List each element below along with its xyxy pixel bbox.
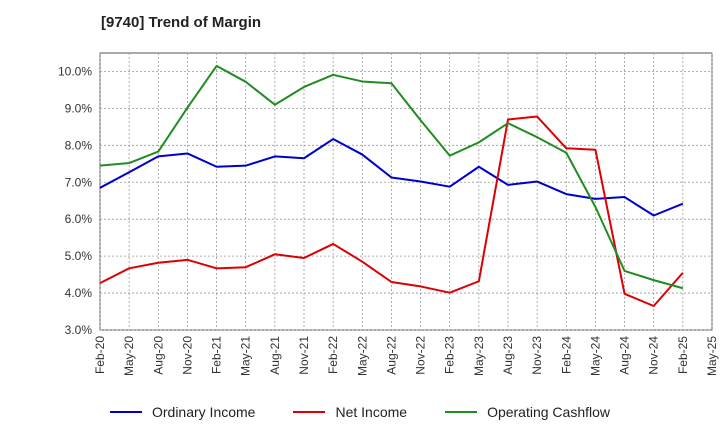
y-tick-label: 3.0% xyxy=(65,323,93,337)
series-line-operating-cashflow xyxy=(99,64,684,290)
y-tick-label: 8.0% xyxy=(65,138,93,152)
y-tick-label: 10.0% xyxy=(58,64,92,78)
x-tick-label: Feb-21 xyxy=(210,336,224,374)
chart-title: [9740] Trend of Margin xyxy=(101,14,262,31)
x-tick-label: Nov-20 xyxy=(180,336,194,375)
x-tick-label: Feb-25 xyxy=(676,336,690,374)
plot-frame xyxy=(99,52,713,331)
x-tick-label: May-20 xyxy=(122,336,136,376)
y-tick-label: 6.0% xyxy=(65,212,93,226)
series-line-net-income xyxy=(99,115,684,307)
x-tick-label: Aug-23 xyxy=(501,336,515,375)
legend-swatch xyxy=(293,411,326,413)
y-tick-label: 5.0% xyxy=(65,249,93,263)
x-tick-label: Aug-24 xyxy=(618,336,632,375)
chart-legend: Ordinary Income Net Income Operating Cashf… xyxy=(0,404,720,420)
x-tick-label: Feb-20 xyxy=(93,336,107,374)
legend-label: Net Income xyxy=(335,404,408,420)
x-tick-label: Feb-23 xyxy=(443,336,457,374)
x-tick-label: Feb-24 xyxy=(559,336,573,374)
y-tick-label: 9.0% xyxy=(65,101,93,115)
x-tick-label: May-25 xyxy=(705,336,719,376)
legend-item: Ordinary Income xyxy=(109,404,256,420)
x-tick-label: Nov-22 xyxy=(414,336,428,375)
legend-swatch xyxy=(445,411,478,413)
x-tick-label: May-21 xyxy=(239,336,253,376)
x-tick-label: Aug-20 xyxy=(151,336,165,375)
legend-label: Ordinary Income xyxy=(151,404,256,420)
x-tick-label: May-23 xyxy=(472,336,486,376)
x-tick-label: Aug-21 xyxy=(268,336,282,375)
x-tick-label: Nov-24 xyxy=(647,336,661,375)
legend-swatch xyxy=(109,411,142,413)
series-line-ordinary-income xyxy=(99,138,684,217)
legend-item: Operating Cashflow xyxy=(445,404,610,420)
x-tick-label: Nov-21 xyxy=(297,336,311,375)
x-tick-label: May-22 xyxy=(355,336,369,376)
legend-label: Operating Cashflow xyxy=(487,404,611,420)
y-tick-label: 7.0% xyxy=(65,175,93,189)
x-tick-label: May-24 xyxy=(588,336,602,376)
x-tick-label: Nov-23 xyxy=(530,336,544,375)
y-tick-label: 4.0% xyxy=(65,286,93,300)
x-tick-label: Feb-22 xyxy=(326,336,340,374)
legend-item: Net Income xyxy=(293,404,407,420)
x-tick-label: Aug-22 xyxy=(384,336,398,375)
